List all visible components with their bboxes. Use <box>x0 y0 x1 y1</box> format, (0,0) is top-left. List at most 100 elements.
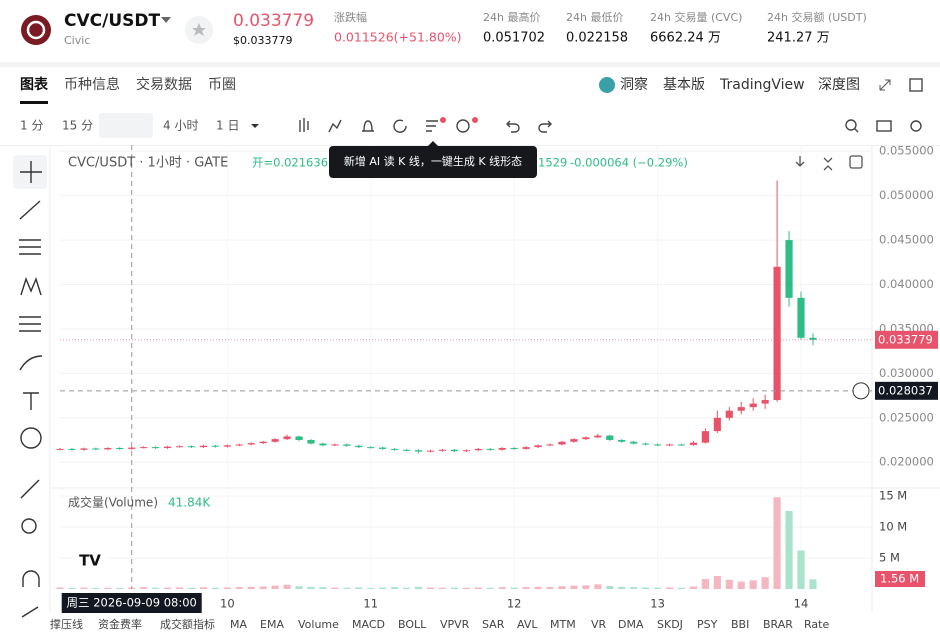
alert-icon[interactable] <box>362 120 374 132</box>
indicator[interactable]: MA <box>230 618 247 631</box>
search-icon[interactable] <box>845 119 857 131</box>
tab[interactable]: 币圈 <box>208 77 236 93</box>
tab-tool[interactable]: 基本版 <box>663 76 705 93</box>
indicator[interactable]: Rate <box>804 618 829 631</box>
trendline-tool[interactable] <box>19 200 41 220</box>
candle-body <box>725 410 733 418</box>
indicator[interactable]: VPVR <box>440 618 470 631</box>
tab-tool[interactable]: 深度图 <box>818 77 860 93</box>
candle-body <box>797 297 805 338</box>
candle-body <box>462 450 470 452</box>
indicator[interactable]: BBI <box>731 618 749 631</box>
interval[interactable]: 4 小时 <box>163 119 198 133</box>
volume-bar <box>522 587 530 589</box>
indicator[interactable]: 成交额指标 <box>160 617 215 631</box>
candle-body <box>737 407 745 411</box>
zoom-tool[interactable] <box>21 518 37 534</box>
volume-bar <box>594 584 602 589</box>
scroll-down[interactable] <box>795 156 805 167</box>
volume-bar <box>283 584 291 589</box>
volume-bar <box>391 587 399 589</box>
replay-icon[interactable] <box>393 119 407 133</box>
indicator[interactable]: BOLL <box>398 618 427 631</box>
indicator-icon[interactable] <box>328 119 342 133</box>
ruler-tool[interactable] <box>20 479 40 499</box>
maximize[interactable] <box>849 155 863 169</box>
candle-body <box>223 445 231 447</box>
x-tick-label: 13 <box>650 597 665 611</box>
volume-value: 41.84K <box>168 496 211 510</box>
camera-icon[interactable] <box>876 120 892 132</box>
magnet-tool[interactable] <box>22 570 40 587</box>
y-tick-label: 0.020000 <box>879 455 934 469</box>
candle-body <box>438 449 447 451</box>
indicator[interactable]: DMA <box>618 618 644 631</box>
volume-bar <box>653 587 662 589</box>
volume-bar <box>546 587 554 589</box>
divider <box>0 145 940 146</box>
candle-icon[interactable] <box>299 118 309 132</box>
tab[interactable]: 币种信息 <box>64 76 120 93</box>
ai-icon[interactable] <box>426 120 438 132</box>
indicator[interactable]: PSY <box>697 618 718 631</box>
candle-body <box>534 445 542 448</box>
indicator[interactable]: AVL <box>517 618 538 631</box>
tab-tool[interactable]: 洞察 <box>620 76 648 93</box>
interval[interactable]: 15 分 <box>62 119 93 133</box>
add-icon[interactable] <box>456 119 470 133</box>
volume-bar <box>618 586 626 589</box>
candle-body <box>104 448 112 450</box>
indicator[interactable]: EMA <box>260 618 284 631</box>
volume-bar <box>271 585 279 589</box>
window-button[interactable] <box>909 78 923 92</box>
indicator[interactable]: VR <box>591 618 607 631</box>
emoji-tool[interactable] <box>20 427 42 449</box>
settings-icon[interactable] <box>910 120 922 132</box>
volume-bar <box>223 587 231 589</box>
volume-last-tag <box>875 571 925 587</box>
indicator[interactable]: SKDJ <box>657 618 683 631</box>
chart-title: CVC/USDT · 1小时 · GATE <box>68 156 228 171</box>
collapse[interactable] <box>823 157 833 171</box>
candle-body <box>283 436 291 440</box>
volume-title: 成交量(Volume) <box>68 495 158 510</box>
volume-bar <box>426 587 435 589</box>
candle-body <box>630 441 638 444</box>
toolbar-icons <box>299 118 922 133</box>
indicator[interactable]: MACD <box>352 618 385 631</box>
lock-tool[interactable] <box>21 606 39 618</box>
candle-body <box>128 447 136 449</box>
indicator[interactable]: 资金费率 <box>98 617 142 631</box>
indicator[interactable]: 撑压线 <box>50 617 83 631</box>
fib-tool[interactable] <box>19 316 41 332</box>
crosshair-tool[interactable] <box>20 161 42 183</box>
indicator[interactable]: MTM <box>550 618 576 631</box>
text-tool[interactable] <box>23 392 39 410</box>
interval[interactable]: 1 分 <box>20 119 43 133</box>
tab-tool[interactable]: TradingView <box>719 77 805 93</box>
tab[interactable]: 交易数据 <box>136 76 192 93</box>
pattern-tool[interactable] <box>20 276 42 296</box>
interval[interactable]: 1 日 <box>216 119 239 133</box>
undo-icon[interactable] <box>506 120 520 133</box>
indicator[interactable]: BRAR <box>763 618 793 631</box>
channel-tool[interactable] <box>19 239 41 255</box>
redo-icon[interactable] <box>538 120 552 133</box>
pair-name[interactable]: CVC/USDT <box>64 11 160 31</box>
brush-tool[interactable] <box>19 355 43 371</box>
indicator[interactable]: Volume <box>298 618 339 631</box>
candle-body <box>809 337 817 340</box>
chart-controls <box>795 155 863 171</box>
dropdown-arrow[interactable] <box>161 17 171 23</box>
indicator[interactable]: SAR <box>482 618 505 631</box>
stats: 24h 最高价 0.051702 24h 最低价 0.022158 24h 交易量 (C… <box>483 10 867 46</box>
tab[interactable]: 图表 <box>20 76 49 93</box>
volume-bar <box>570 585 578 589</box>
x-tick-label: 11 <box>363 597 378 611</box>
y-tick-label: 0.045000 <box>879 233 934 247</box>
crosshair-price-tag <box>875 381 938 400</box>
crosshair-add[interactable] <box>852 382 870 400</box>
interval-dropdown[interactable] <box>251 124 259 128</box>
candle-body <box>642 443 650 445</box>
